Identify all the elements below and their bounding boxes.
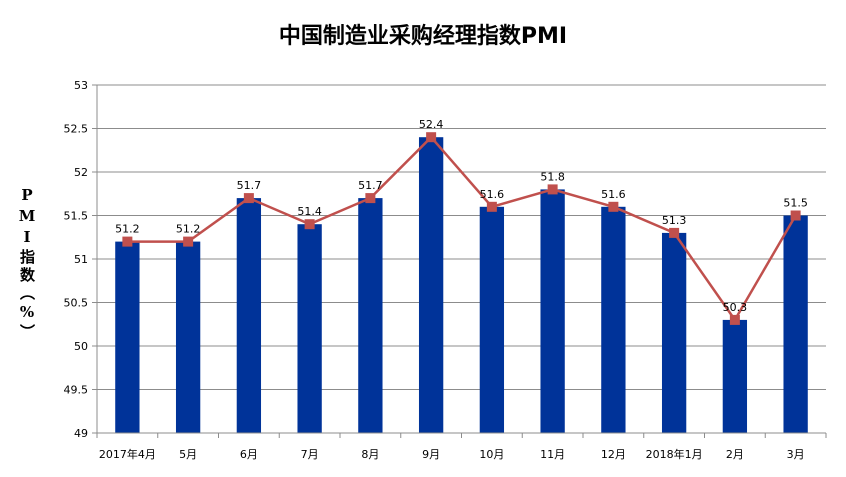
data-label: 51.5 — [783, 197, 808, 210]
y-tick-label: 52 — [74, 166, 88, 179]
x-tick-label: 8月 — [361, 448, 379, 461]
x-tick-label: 2018年1月 — [646, 447, 703, 461]
bar — [722, 319, 748, 433]
line-marker — [729, 314, 740, 325]
line-marker — [122, 236, 133, 247]
line-marker — [183, 236, 194, 247]
y-tick-label: 51 — [74, 253, 88, 266]
line-marker — [426, 132, 437, 143]
x-tick-label: 2017年4月 — [99, 447, 156, 461]
bar — [358, 198, 383, 433]
data-label: 51.7 — [237, 179, 262, 192]
x-tick-label: 12月 — [601, 448, 626, 461]
x-tick-label: 5月 — [179, 448, 197, 461]
bar — [540, 189, 565, 433]
x-tick-label: 7月 — [301, 448, 319, 461]
data-label: 51.7 — [358, 179, 383, 192]
y-tick-label: 51.5 — [64, 210, 89, 223]
data-labels: 51.2 51.2 51.7 51.4 51.7 52.4 51.6 51.8 51.6 51.3… — [115, 118, 808, 314]
line-marker — [669, 227, 680, 238]
bar — [661, 232, 687, 433]
line-marker — [486, 201, 497, 212]
bar — [783, 215, 808, 433]
y-tick-label: 49 — [74, 427, 88, 440]
y-tick-label: 49.5 — [64, 384, 89, 397]
data-label: 50.3 — [723, 301, 748, 314]
line-marker — [790, 210, 801, 221]
data-label: 51.4 — [297, 205, 322, 218]
bar — [418, 137, 444, 433]
y-tick-label: 52.5 — [64, 123, 89, 136]
x-tick-label: 2月 — [726, 448, 744, 461]
y-tick-label: 50.5 — [64, 297, 89, 310]
y-axis-label: PMI指数（%） — [18, 186, 36, 342]
data-label: 51.2 — [176, 223, 201, 236]
bar — [175, 241, 201, 433]
bar — [601, 206, 626, 433]
line-marker — [365, 193, 376, 204]
x-tick-label: 9月 — [422, 448, 440, 461]
line-marker — [608, 201, 619, 212]
line-marker — [547, 184, 558, 195]
x-tick-label: 6月 — [240, 448, 258, 461]
data-label: 52.4 — [419, 118, 444, 131]
y-tick-label: 53 — [74, 79, 88, 92]
bar — [479, 206, 505, 433]
x-tick-labels: 2017年4月 5月 6月 7月 8月 9月 10月 11月 12月 2018年1月 2月 3月 — [99, 447, 805, 461]
line-marker — [243, 193, 254, 204]
data-label: 51.6 — [601, 188, 626, 201]
chart-title: 中国制造业采购经理指数PMI — [278, 24, 568, 49]
line-series — [122, 132, 801, 325]
y-tick-label: 50 — [74, 340, 88, 353]
bar — [236, 198, 262, 433]
y-tick-labels: 49 49.5 50 50.5 51 51.5 52 52.5 53 — [64, 79, 89, 440]
data-label: 51.6 — [480, 188, 505, 201]
data-label: 51.2 — [115, 223, 140, 236]
bar — [297, 224, 322, 433]
x-tick-label: 10月 — [479, 448, 504, 461]
line-marker — [304, 219, 315, 230]
bar-series — [115, 137, 808, 433]
data-label: 51.8 — [540, 170, 565, 183]
line-path — [127, 135, 797, 323]
bar — [115, 241, 140, 433]
x-tick-label: 11月 — [540, 448, 565, 461]
x-tick-label: 3月 — [787, 448, 805, 461]
gridlines — [97, 84, 826, 434]
data-label: 51.3 — [662, 214, 687, 227]
axes — [92, 84, 827, 438]
